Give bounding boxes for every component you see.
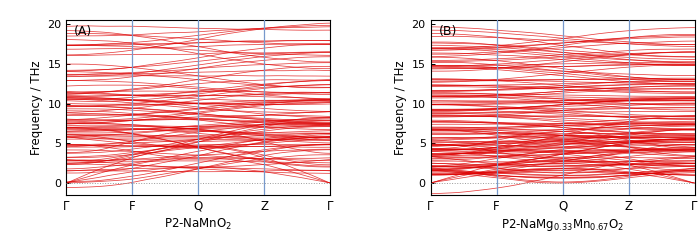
- X-axis label: P2-NaMg$_{0.33}$Mn$_{0.67}$O$_2$: P2-NaMg$_{0.33}$Mn$_{0.67}$O$_2$: [501, 217, 624, 233]
- Y-axis label: Frequency / THz: Frequency / THz: [394, 60, 408, 155]
- Text: (A): (A): [74, 25, 92, 38]
- Text: (B): (B): [438, 25, 457, 38]
- Y-axis label: Frequency / THz: Frequency / THz: [30, 60, 43, 155]
- X-axis label: P2-NaMnO$_2$: P2-NaMnO$_2$: [164, 217, 232, 232]
